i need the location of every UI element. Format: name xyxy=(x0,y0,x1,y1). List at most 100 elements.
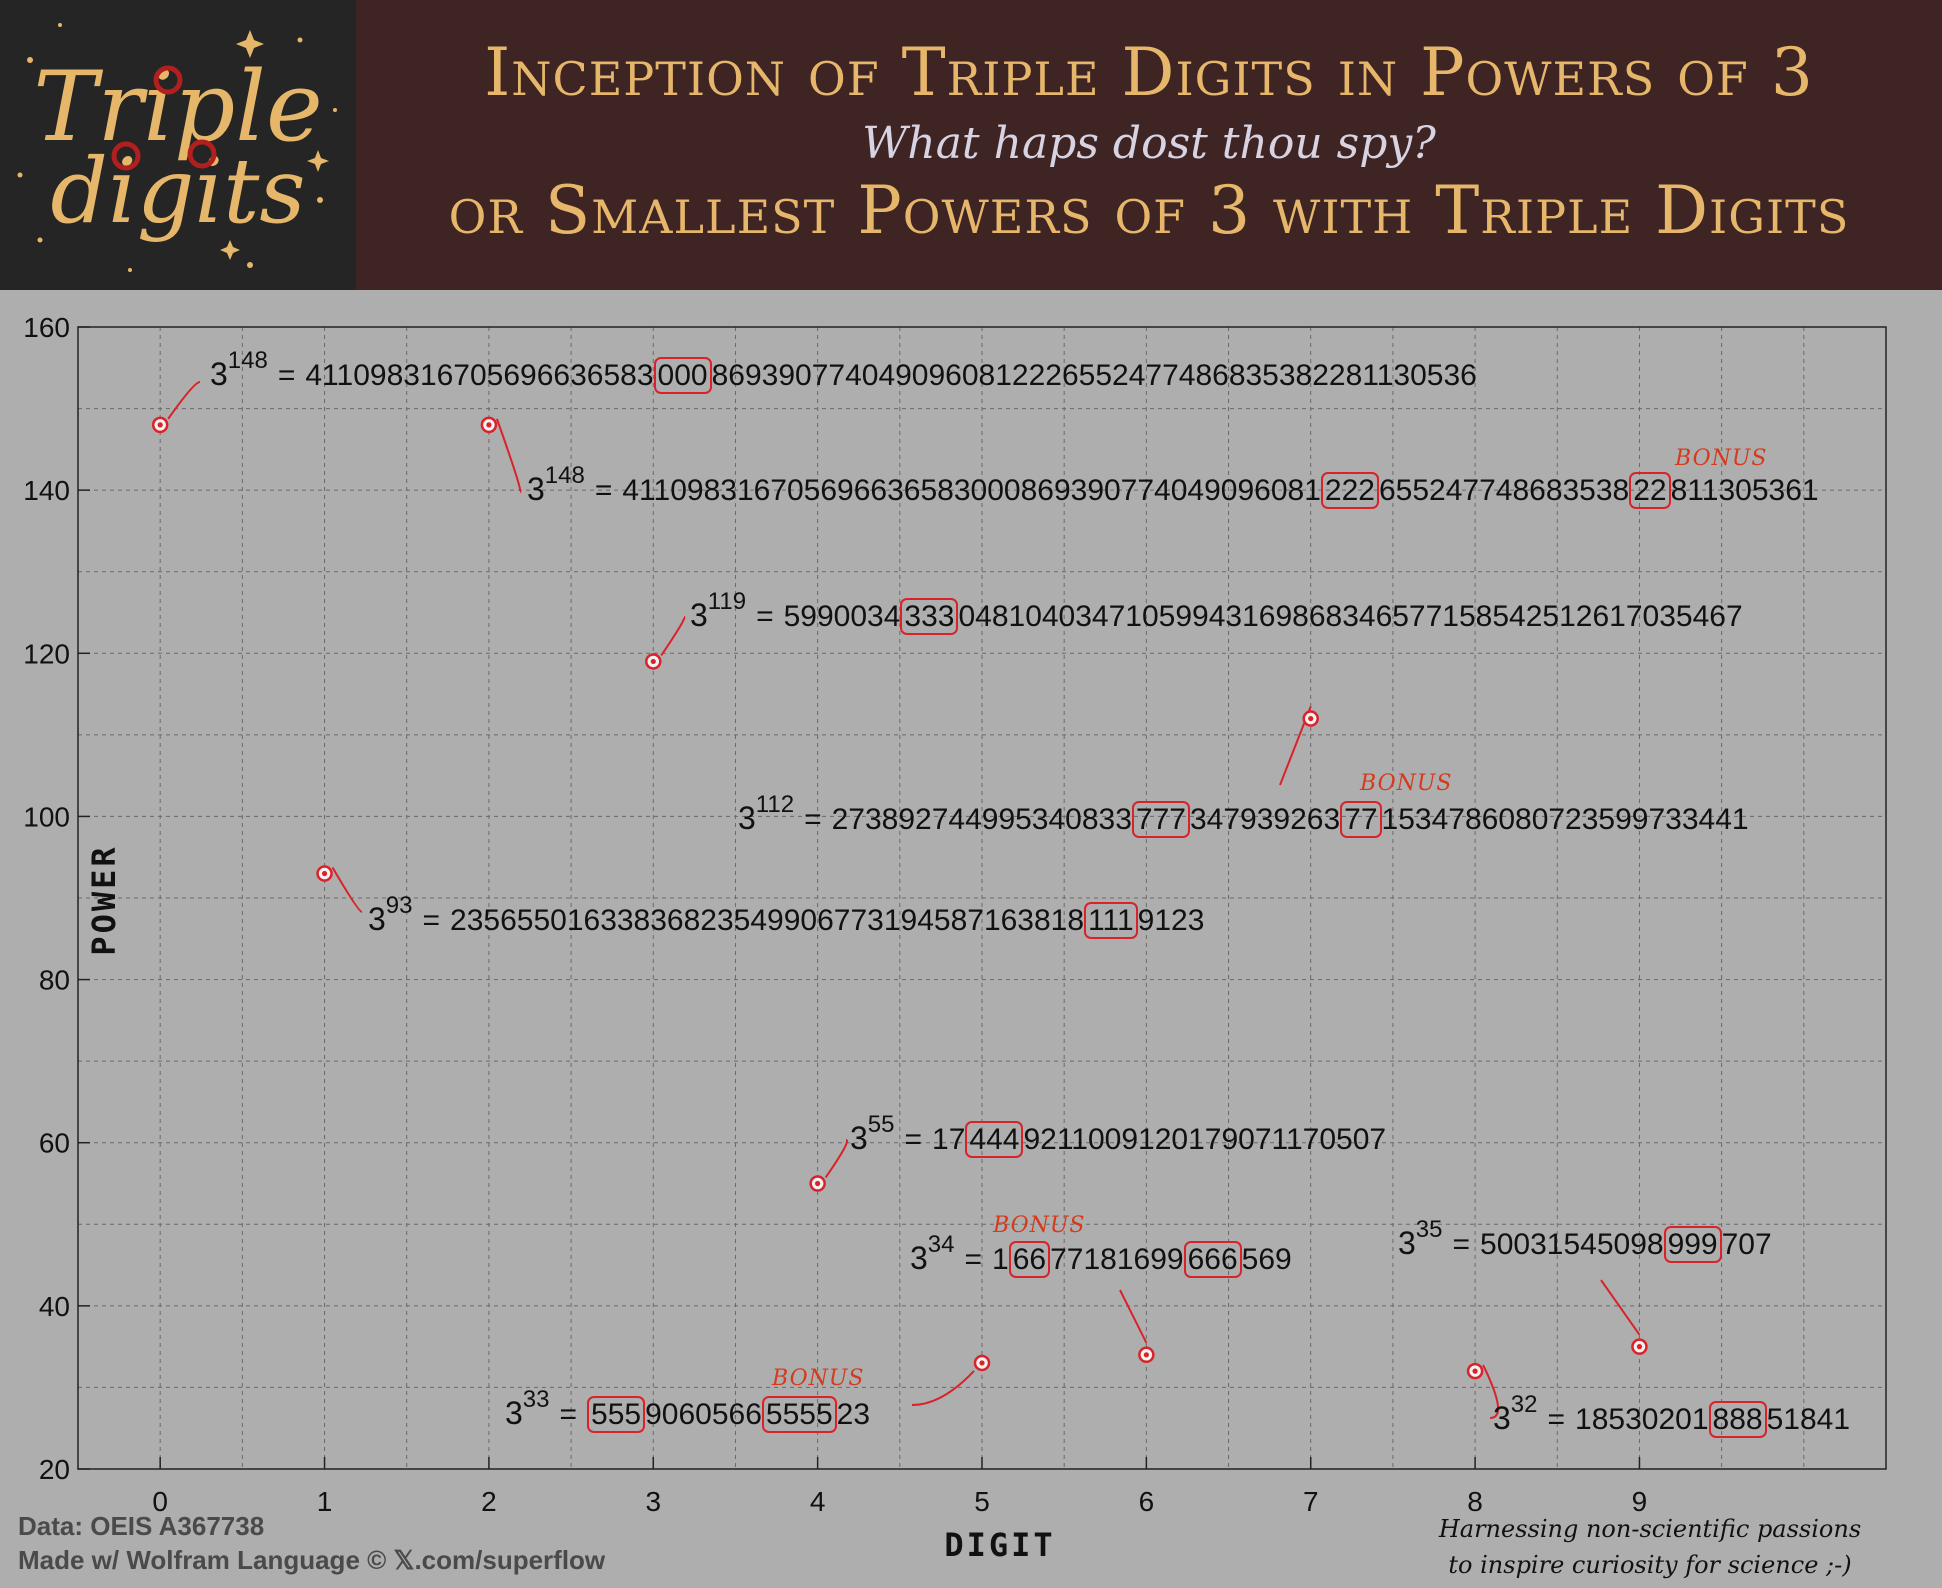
axis-ticks xyxy=(78,326,1641,1470)
highlighted-digits: 555 xyxy=(587,1396,646,1433)
leader-line xyxy=(167,381,201,420)
highlighted-digits: 000 xyxy=(653,357,712,394)
equation-exponent: 148 xyxy=(544,462,585,489)
highlighted-digits: 333 xyxy=(900,598,959,635)
equation-label: 333 = 555 9060566 5555 23 xyxy=(505,1386,871,1433)
data-source-credit: Data: OEIS A367738 xyxy=(18,1511,265,1541)
y-tick-label: 60 xyxy=(39,1128,70,1159)
grid xyxy=(78,327,1886,1469)
highlighted-digits: 111 xyxy=(1084,902,1138,939)
digit-segment: 9123 xyxy=(1137,904,1205,937)
data-point xyxy=(486,422,492,428)
digit-segment: 811305361 xyxy=(1670,474,1819,507)
equation-label: 335 = 50031545098 999 707 xyxy=(1398,1216,1772,1263)
equation-label: 332 = 18530201 888 51841 xyxy=(1493,1391,1851,1438)
equation-label: 334 = 1 66 77181699 666 569 xyxy=(910,1231,1292,1278)
x-tick-label: 5 xyxy=(974,1486,990,1517)
leader-line xyxy=(824,1139,848,1179)
y-axis-label: POWER xyxy=(85,844,123,955)
digit-segment: 569 xyxy=(1241,1243,1292,1276)
leader-line xyxy=(1482,1364,1500,1419)
highlighted-digits: 77 xyxy=(1340,801,1382,838)
equation-label: 355 = 17 444 9211009120179071170507 xyxy=(850,1111,1387,1158)
x-tick-label: 1 xyxy=(317,1486,333,1517)
digit-segment: 51841 xyxy=(1766,1403,1851,1436)
bonus-label: BONUS xyxy=(1360,771,1453,796)
data-point xyxy=(1308,715,1314,722)
highlighted-digits: 777 xyxy=(1131,801,1190,838)
equation-exponent: 93 xyxy=(385,892,413,919)
x-axis-label: DIGIT xyxy=(944,1526,1055,1564)
digit-segment: 50031545098 xyxy=(1480,1228,1664,1261)
digit-segment: 273892744995340833 xyxy=(831,803,1132,836)
digit-segment: 707 xyxy=(1721,1228,1772,1261)
data-point xyxy=(650,658,656,665)
digit-segment: 77181699 xyxy=(1050,1243,1184,1276)
x-tick-label: 2 xyxy=(481,1486,497,1517)
equation-base: 3 xyxy=(210,356,228,392)
highlighted-digits: 66 xyxy=(1008,1241,1051,1278)
leader-line xyxy=(1600,1279,1641,1336)
leader-line xyxy=(331,867,363,913)
triple-digits-logo: Triple digits xyxy=(17,23,337,272)
leader-lines xyxy=(167,381,1641,1419)
x-tick-label: 9 xyxy=(1632,1486,1648,1517)
equation-exponent: 148 xyxy=(227,347,268,374)
equation-base: 3 xyxy=(910,1240,928,1276)
highlighted-digits: 666 xyxy=(1183,1241,1242,1278)
leader-line xyxy=(911,1370,975,1406)
y-tick-label: 40 xyxy=(39,1291,70,1322)
made-with-credit: Made w/ Wolfram Language © 𝕏.com/superfl… xyxy=(18,1545,606,1575)
x-tick-label: 4 xyxy=(810,1486,826,1517)
highlighted-digits: 5555 xyxy=(761,1396,837,1433)
chart-subtitle: What haps dost thou spy? xyxy=(862,118,1436,169)
digit-segment: 9211009120179071170507 xyxy=(1023,1123,1387,1156)
bonus-label: BONUS xyxy=(772,1366,865,1391)
digit-segment: 23 xyxy=(836,1398,871,1431)
digit-segment: 411098316705696636583 xyxy=(305,359,654,392)
data-point xyxy=(1143,1352,1149,1358)
equation-exponent: 35 xyxy=(1415,1216,1443,1243)
highlighted-digits: 222 xyxy=(1320,472,1379,509)
highlighted-digits: 999 xyxy=(1663,1226,1722,1263)
equation-label: 3112 = 273892744995340833 777 347939263 77 153… xyxy=(738,791,1749,838)
digit-segment: 655247748683538 xyxy=(1378,474,1630,507)
leader-line xyxy=(660,616,686,657)
x-tick-label: 8 xyxy=(1467,1486,1483,1517)
x-tick-label: 0 xyxy=(152,1486,168,1517)
data-point xyxy=(815,1180,821,1187)
y-tick-label: 140 xyxy=(23,475,70,506)
data-point xyxy=(1472,1368,1478,1374)
bonus-label: BONUS xyxy=(1675,446,1768,471)
digit-segment: 1 xyxy=(992,1243,1009,1276)
data-point xyxy=(321,870,328,877)
equation-exponent: 55 xyxy=(867,1111,895,1138)
digit-segment: 23565501633836823549906773194587163818 xyxy=(450,904,1085,937)
equation-exponent: 33 xyxy=(522,1386,550,1413)
digit-segment: 347939263 xyxy=(1189,803,1341,836)
y-tick-label: 20 xyxy=(39,1454,70,1485)
digit-segment: 4110983167056966365830008693907740490960… xyxy=(622,474,1321,507)
highlighted-digits: 22 xyxy=(1629,472,1671,509)
bonus-label: BONUS xyxy=(993,1213,1086,1238)
digit-segment: 1534786080723599733441 xyxy=(1381,803,1749,836)
equation-exponent: 34 xyxy=(927,1231,955,1258)
leader-line xyxy=(495,418,522,493)
equation-label: 393 = 235655016338368235499067731945871638… xyxy=(368,892,1205,939)
digit-segment: 5990034 xyxy=(783,600,901,633)
equation-base: 3 xyxy=(850,1120,868,1156)
data-points xyxy=(151,416,1648,1380)
equation-label: 3148=41109831670569663658300086939077404… xyxy=(527,462,1819,509)
y-tick-label: 160 xyxy=(23,312,70,343)
x-tick-label: 3 xyxy=(645,1486,661,1517)
highlighted-digits: 444 xyxy=(965,1121,1024,1158)
equation-base: 3 xyxy=(527,471,545,507)
x-tick-label: 7 xyxy=(1303,1486,1319,1517)
digit-segment: 17 xyxy=(932,1123,966,1156)
y-tick-label: 80 xyxy=(39,965,70,996)
equation-base: 3 xyxy=(690,597,708,633)
data-point xyxy=(979,1360,985,1366)
equation-exponent: 32 xyxy=(1510,1391,1538,1418)
